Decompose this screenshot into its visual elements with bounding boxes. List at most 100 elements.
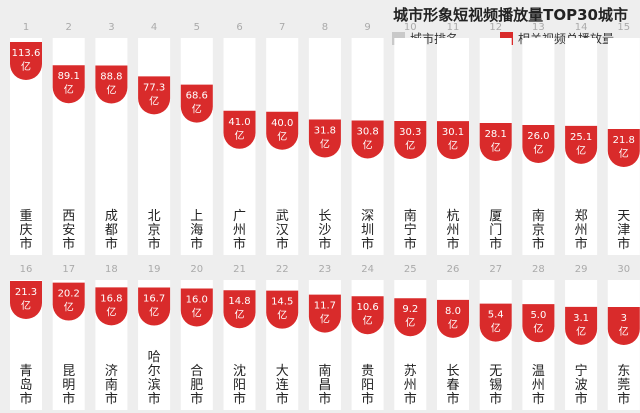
city-label-char: 阳 bbox=[361, 378, 374, 393]
city-label: 北京市 bbox=[148, 209, 161, 252]
value-label: 89.1 bbox=[58, 71, 80, 82]
rank-label: 6 bbox=[236, 22, 242, 33]
value-unit-label: 亿 bbox=[448, 318, 458, 331]
city-label-char: 苏 bbox=[404, 363, 417, 379]
value-label: 21.8 bbox=[613, 135, 635, 146]
value-unit-label: 亿 bbox=[277, 309, 287, 322]
city-label-char: 波 bbox=[575, 378, 588, 393]
city-label-char: 南 bbox=[318, 363, 331, 379]
city-label: 郑州市 bbox=[575, 209, 588, 252]
bar-value-cap bbox=[308, 294, 341, 333]
city-label-char: 市 bbox=[233, 236, 246, 252]
rank-label: 1 bbox=[23, 22, 29, 33]
rank-label: 5 bbox=[194, 22, 200, 33]
value-unit-label: 亿 bbox=[192, 103, 202, 116]
value-label: 20.2 bbox=[58, 289, 80, 300]
rank-label: 24 bbox=[361, 264, 374, 275]
city-label: 重庆市 bbox=[19, 208, 32, 252]
city-label: 哈尔滨市 bbox=[148, 350, 161, 407]
value-label: 16.8 bbox=[100, 293, 122, 304]
city-label: 南宁市 bbox=[404, 208, 417, 252]
city-label-char: 海 bbox=[190, 223, 203, 238]
city-label: 贵阳市 bbox=[361, 364, 374, 407]
value-label: 88.8 bbox=[100, 72, 122, 83]
city-label-char: 广 bbox=[233, 209, 246, 224]
city-label-char: 市 bbox=[361, 236, 374, 252]
bar-value-cap bbox=[52, 65, 85, 104]
city-label-char: 锡 bbox=[489, 378, 502, 393]
city-label: 大连市 bbox=[276, 364, 289, 407]
rank-label: 9 bbox=[364, 22, 370, 33]
value-label: 11.7 bbox=[314, 301, 336, 312]
city-label: 长沙市 bbox=[318, 209, 331, 252]
rank-label: 23 bbox=[319, 264, 332, 275]
value-label: 16.7 bbox=[143, 294, 165, 305]
city-label-char: 南 bbox=[532, 208, 545, 224]
city-label-char: 市 bbox=[105, 391, 118, 407]
rank-label: 8 bbox=[322, 22, 328, 33]
bar-background bbox=[522, 280, 555, 410]
city-label-char: 市 bbox=[19, 236, 32, 252]
city-label-char: 市 bbox=[532, 391, 545, 407]
value-unit-label: 亿 bbox=[363, 138, 373, 151]
city-label-char: 门 bbox=[489, 223, 502, 238]
city-label-char: 杭 bbox=[446, 209, 459, 224]
city-label: 沈阳市 bbox=[233, 364, 246, 407]
city-label-char: 连 bbox=[276, 377, 289, 393]
bar-value-cap bbox=[95, 65, 128, 104]
value-unit-label: 亿 bbox=[106, 84, 116, 97]
city-label-char: 大 bbox=[276, 364, 289, 379]
bar-background bbox=[479, 280, 512, 410]
rank-label: 22 bbox=[276, 264, 289, 275]
bar-background bbox=[180, 38, 213, 255]
city-label-char: 温 bbox=[532, 364, 545, 379]
city-label-char: 春 bbox=[446, 378, 459, 393]
city-label-char: 市 bbox=[190, 236, 203, 252]
bar-value-cap bbox=[522, 304, 555, 343]
city-label: 广州市 bbox=[233, 209, 246, 252]
city-label-char: 成 bbox=[105, 209, 118, 224]
rank-label: 15 bbox=[617, 22, 630, 33]
value-unit-label: 亿 bbox=[235, 308, 245, 321]
bar-value-cap bbox=[565, 125, 598, 164]
bar-value-cap bbox=[223, 290, 256, 329]
city-label-char: 西 bbox=[62, 209, 75, 224]
city-label-char: 合 bbox=[190, 364, 203, 379]
rank-label: 30 bbox=[617, 264, 630, 275]
city-label-char: 明 bbox=[62, 378, 75, 393]
city-label-char: 长 bbox=[446, 364, 459, 379]
value-unit-label: 亿 bbox=[21, 60, 31, 73]
rank-label: 10 bbox=[404, 22, 417, 33]
bar-value-cap bbox=[52, 282, 85, 321]
value-unit-label: 亿 bbox=[320, 138, 330, 151]
rank-label: 7 bbox=[279, 22, 285, 33]
city-label-char: 市 bbox=[276, 236, 289, 252]
rank-label: 28 bbox=[532, 264, 545, 275]
city-label-char: 肥 bbox=[190, 378, 203, 393]
city-label-char: 东 bbox=[617, 364, 630, 379]
value-label: 5.4 bbox=[488, 310, 504, 321]
city-label-char: 郑 bbox=[575, 209, 588, 224]
city-label-char: 都 bbox=[105, 223, 118, 238]
city-label-char: 州 bbox=[233, 223, 246, 238]
city-label-char: 市 bbox=[276, 391, 289, 407]
value-label: 14.8 bbox=[228, 296, 250, 307]
value-unit-label: 亿 bbox=[149, 94, 159, 107]
city-label-char: 市 bbox=[190, 391, 203, 407]
value-unit-label: 亿 bbox=[235, 129, 245, 142]
city-label-char: 市 bbox=[489, 236, 502, 252]
rank-label: 27 bbox=[489, 264, 502, 275]
bar-value-cap bbox=[10, 281, 42, 319]
city-label-char: 市 bbox=[617, 391, 630, 407]
city-label-char: 滨 bbox=[148, 377, 161, 393]
chart-title: 城市形象短视频播放量TOP30城市 bbox=[393, 6, 628, 24]
